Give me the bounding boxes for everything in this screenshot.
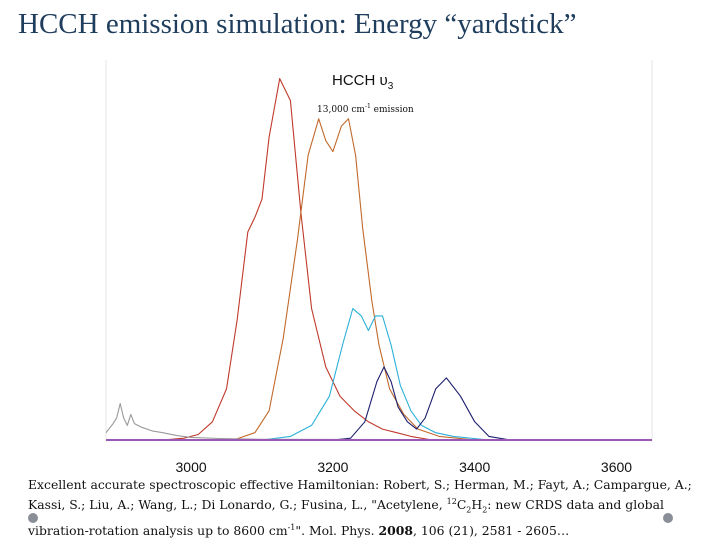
citation-text-c: C bbox=[456, 497, 467, 513]
x-tick-label: 3200 bbox=[317, 459, 348, 475]
citation-sub-2a: 2 bbox=[466, 505, 472, 515]
chart-title: HCCH υ3 bbox=[332, 72, 394, 92]
citation-sup-minus1: -1 bbox=[287, 522, 296, 532]
x-tick-layer: 3000 3200 3400 3600 bbox=[176, 459, 633, 475]
reference-citation: Excellent accurate spectroscopic effecti… bbox=[28, 476, 718, 539]
series-layer bbox=[105, 78, 652, 441]
x-tick-label: 3600 bbox=[601, 459, 632, 475]
citation-year: 2008 bbox=[378, 522, 414, 538]
x-tick-label: 3000 bbox=[176, 459, 207, 475]
series-line-4 bbox=[106, 366, 511, 441]
chart-title-subscript: 3 bbox=[388, 81, 394, 92]
slide-decoration-dot-left bbox=[28, 513, 38, 523]
citation-sub-2b: 2 bbox=[482, 505, 488, 515]
chart-subtitle-sup: -1 bbox=[365, 103, 371, 110]
citation-text-3: ". Mol. Phys. bbox=[295, 522, 379, 538]
series-line-1 bbox=[106, 78, 433, 441]
slide-title: HCCH emission simulation: Energy “yardst… bbox=[18, 8, 577, 40]
chart-subtitle-tail: emission bbox=[371, 105, 414, 115]
citation-sup-12: 12 bbox=[446, 497, 457, 506]
chart-title-main: HCCH υ bbox=[332, 72, 388, 89]
chart-subtitle-main: 13,000 cm bbox=[317, 105, 365, 115]
series-line-2 bbox=[106, 118, 475, 441]
chart-subtitle: 13,000 cm-1 emission bbox=[317, 103, 414, 115]
x-tick-label: 3400 bbox=[459, 459, 490, 475]
citation-text-1: Excellent accurate spectroscopic effecti… bbox=[28, 477, 692, 513]
slide-decoration-dot-right bbox=[663, 513, 673, 523]
citation-text-h: H bbox=[471, 497, 483, 513]
series-line-3 bbox=[106, 308, 489, 441]
series-line-5 bbox=[105, 402, 652, 441]
citation-text-2: : new CRDS data and global vibration-rot… bbox=[28, 497, 664, 538]
citation-text-4: , 106 (21), 2581 - 2605… bbox=[413, 522, 570, 538]
